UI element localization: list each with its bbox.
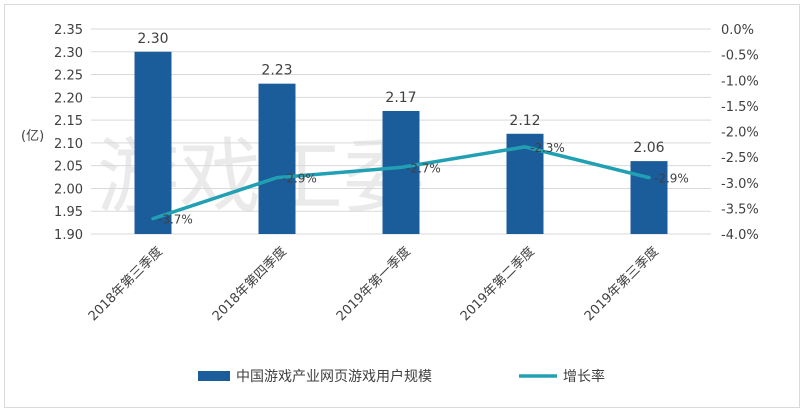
y-axis-label: (亿) <box>21 129 44 144</box>
y-tick-label: 2.15 <box>54 114 83 129</box>
legend-line-label: 增长率 <box>563 368 605 385</box>
bar <box>382 111 420 234</box>
y-tick-label: 2.10 <box>54 137 83 152</box>
y2-tick-label: -3.0% <box>721 177 759 192</box>
y2-tick-label: -1.0% <box>721 74 759 89</box>
y-tick-label: 1.90 <box>54 228 83 243</box>
y2-tick-label: -4.0% <box>721 228 759 243</box>
growth-rate-label: -2.7% <box>406 161 441 175</box>
bar-series: 2.30 2.23 2.17 2.12 2.06 <box>134 31 668 235</box>
y2-tick-label: -2.0% <box>721 126 759 141</box>
growth-rate-label: -2.9% <box>282 172 317 186</box>
bar-value-label: 2.30 <box>137 31 168 47</box>
y-tick-label: 1.95 <box>54 205 83 220</box>
growth-rate-point <box>647 176 651 180</box>
growth-rate-point <box>151 217 155 221</box>
left-axis-ticks: 1.90 1.95 2.00 2.05 2.10 2.15 2.20 2.25 2.30 2.35 <box>54 23 83 243</box>
x-tick-label: 2019年第一季度 <box>333 244 414 325</box>
growth-rate-point <box>399 165 403 169</box>
x-tick-label: 2018年第三季度 <box>85 244 166 325</box>
growth-rate-point <box>275 176 279 180</box>
y-tick-label: 2.00 <box>54 182 83 197</box>
chart-svg: 游戏工委 2.302.232.172.122.06 -3.7%-2.9%-2.7… <box>21 23 759 385</box>
category-axis-ticks: 2018年第三季度 2018年第四季度 2019年第一季度 2019年第二季度 2019… <box>85 244 662 325</box>
y-tick-label: 2.30 <box>54 46 83 61</box>
growth-rate-label: -3.7% <box>158 213 193 227</box>
legend-bar-swatch <box>198 371 230 381</box>
legend: 中国游戏产业网页游戏用户规模 增长率 <box>198 368 605 385</box>
bar-value-label: 2.12 <box>509 113 540 129</box>
x-tick-label: 2018年第四季度 <box>209 244 290 325</box>
y2-tick-label: -1.5% <box>721 100 759 115</box>
growth-rate-label: -2.3% <box>530 141 565 155</box>
chart-frame: 游戏工委 2.302.232.172.122.06 -3.7%-2.9%-2.7… <box>4 4 800 408</box>
y2-tick-label: -0.5% <box>721 49 759 64</box>
growth-rate-point <box>523 145 527 149</box>
y-tick-label: 2.20 <box>54 91 83 106</box>
growth-rate-label: -2.9% <box>654 172 689 186</box>
legend-bar-label: 中国游戏产业网页游戏用户规模 <box>236 368 432 385</box>
line-series: -3.7% -2.9% -2.7% -2.3% -2.9% <box>151 141 689 227</box>
bar-value-label: 2.17 <box>385 90 416 106</box>
y-tick-label: 2.05 <box>54 160 83 175</box>
bar <box>258 83 296 235</box>
bar-value-label: 2.06 <box>633 140 664 156</box>
bar-value-label: 2.23 <box>261 63 292 79</box>
y-tick-label: 2.25 <box>54 69 83 84</box>
right-axis-ticks: 0.0% -0.5% -1.0% -1.5% -2.0% -2.5% -3.0% -3.5% -… <box>721 23 759 243</box>
bar <box>134 51 172 235</box>
x-tick-label: 2019年第二季度 <box>457 244 538 325</box>
y-tick-label: 2.35 <box>54 23 83 38</box>
y2-tick-label: -3.5% <box>721 202 759 217</box>
x-tick-label: 2019年第三季度 <box>581 244 662 325</box>
y2-tick-label: -2.5% <box>721 151 759 166</box>
y2-tick-label: 0.0% <box>721 23 754 38</box>
